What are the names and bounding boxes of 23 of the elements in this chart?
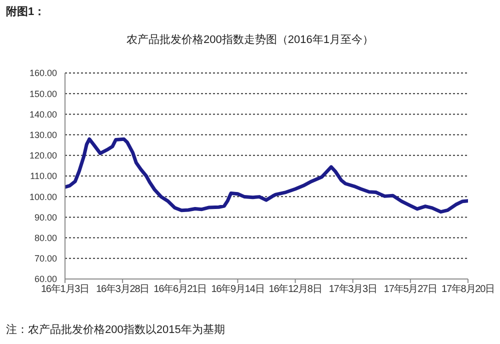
x-tick-label: 16年6月21日 [154,283,207,296]
x-tick-label: 16年3月28日 [96,283,150,296]
y-tick-label: 150.00 [29,88,57,99]
y-tick-label: 160.00 [29,68,57,78]
y-tick-label: 110.00 [30,171,57,182]
x-tick-label: 16年12月8日 [268,283,322,296]
x-tick-label: 17年5月27日 [384,283,437,296]
x-tick-label: 16年1月3日 [40,283,90,296]
x-tick-label: 17年8月20日 [441,283,495,296]
y-tick-label: 130.00 [29,130,57,140]
line-series [65,137,468,214]
x-tick-label: 16年9月14日 [211,283,264,296]
x-tick-label: 17年3月3日 [328,283,377,296]
y-tick-label: 80.00 [34,232,57,243]
chart-title: 农产品批发价格200指数走势图（2016年1月至今） [126,32,374,47]
y-tick-label: 100.00 [29,192,57,202]
text: 注：农产品批发价格200指数以2015年为基期 [6,322,225,337]
y-tick-label: 120.00 [29,150,57,161]
text: 附图1： [6,5,46,19]
y-tick-label: 90.00 [34,212,57,222]
y-tick-label: 140.00 [29,109,57,120]
y-tick-label: 60.00 [34,274,57,284]
y-tick-label: 70.00 [34,254,57,264]
